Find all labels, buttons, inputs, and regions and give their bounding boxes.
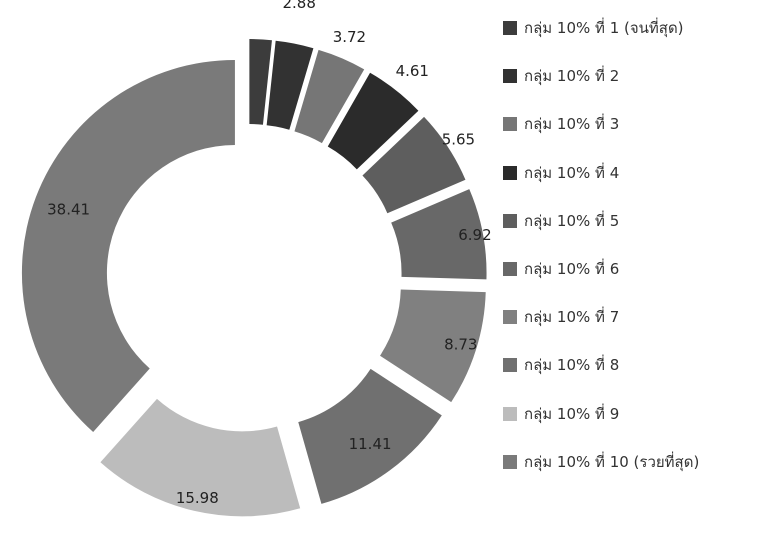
legend-label-7: กลุ่ม 10% ที่ 7 (524, 308, 620, 327)
slice-value-label-5: 5.65 (442, 130, 475, 148)
legend-label-9: กลุ่ม 10% ที่ 9 (524, 404, 620, 423)
legend-item-1: กลุ่ม 10% ที่ 1 (จนที่สุด) (503, 18, 758, 38)
legend-label-6: กลุ่ม 10% ที่ 6 (524, 259, 620, 278)
donut-slice-4 (327, 72, 419, 170)
legend-swatch-1 (503, 21, 517, 35)
donut-slice-2 (266, 40, 314, 130)
legend-swatch-3 (503, 117, 517, 132)
slice-value-label-2: 2.88 (282, 0, 315, 12)
legend-item-7: กลุ่ม 10% ที่ 7 (503, 307, 758, 327)
legend-label-4: กลุ่ม 10% ที่ 4 (524, 163, 620, 182)
slice-value-label-4: 4.61 (396, 62, 429, 80)
legend-swatch-8 (503, 358, 517, 373)
chart-legend: กลุ่ม 10% ที่ 1 (จนที่สุด) กลุ่ม 10% ที่ … (503, 18, 758, 500)
slice-value-label-8: 11.41 (349, 435, 392, 453)
legend-item-6: กลุ่ม 10% ที่ 6 (503, 259, 758, 279)
legend-item-9: กลุ่ม 10% ที่ 9 (503, 404, 758, 424)
legend-item-2: กลุ่ม 10% ที่ 2 (503, 66, 758, 86)
slice-value-label-7: 8.73 (444, 336, 477, 354)
donut-slice-3 (294, 49, 365, 144)
legend-swatch-2 (503, 69, 517, 84)
donut-slice-7 (380, 289, 486, 403)
legend-swatch-4 (503, 165, 517, 180)
legend-item-5: กลุ่ม 10% ที่ 5 (503, 211, 758, 231)
donut-chart: 1.692.883.724.615.656.928.7311.4115.9838… (21, 0, 492, 517)
legend-label-8: กลุ่ม 10% ที่ 8 (524, 356, 620, 375)
legend-label-2: กลุ่ม 10% ที่ 2 (524, 67, 620, 86)
legend-label-3: กลุ่ม 10% ที่ 3 (524, 115, 620, 134)
donut-slice-1 (249, 39, 272, 125)
legend-item-10: กลุ่ม 10% ที่ 10 (รวยที่สุด) (503, 452, 758, 472)
legend-label-10: กลุ่ม 10% ที่ 10 (รวยที่สุด) (524, 452, 700, 471)
legend-item-4: กลุ่ม 10% ที่ 4 (503, 163, 758, 183)
donut-slice-10 (21, 60, 235, 432)
legend-swatch-7 (503, 310, 517, 325)
legend-swatch-10 (503, 454, 517, 469)
legend-swatch-9 (503, 406, 517, 421)
slice-value-label-6: 6.92 (458, 226, 491, 244)
donut-slice-6 (391, 189, 487, 280)
slice-value-label-9: 15.98 (176, 489, 219, 507)
legend-label-1: กลุ่ม 10% ที่ 1 (จนที่สุด) (524, 19, 684, 37)
slice-value-label-3: 3.72 (333, 28, 366, 46)
legend-item-3: กลุ่ม 10% ที่ 3 (503, 114, 758, 134)
legend-label-5: กลุ่ม 10% ที่ 5 (524, 211, 620, 230)
donut-slice-5 (362, 116, 466, 214)
slice-value-label-10: 38.41 (47, 201, 90, 219)
legend-item-8: กลุ่ม 10% ที่ 8 (503, 355, 758, 375)
legend-swatch-5 (503, 213, 517, 228)
donut-slice-9 (100, 398, 301, 517)
legend-swatch-6 (503, 261, 517, 276)
donut-slice-8 (298, 368, 442, 504)
